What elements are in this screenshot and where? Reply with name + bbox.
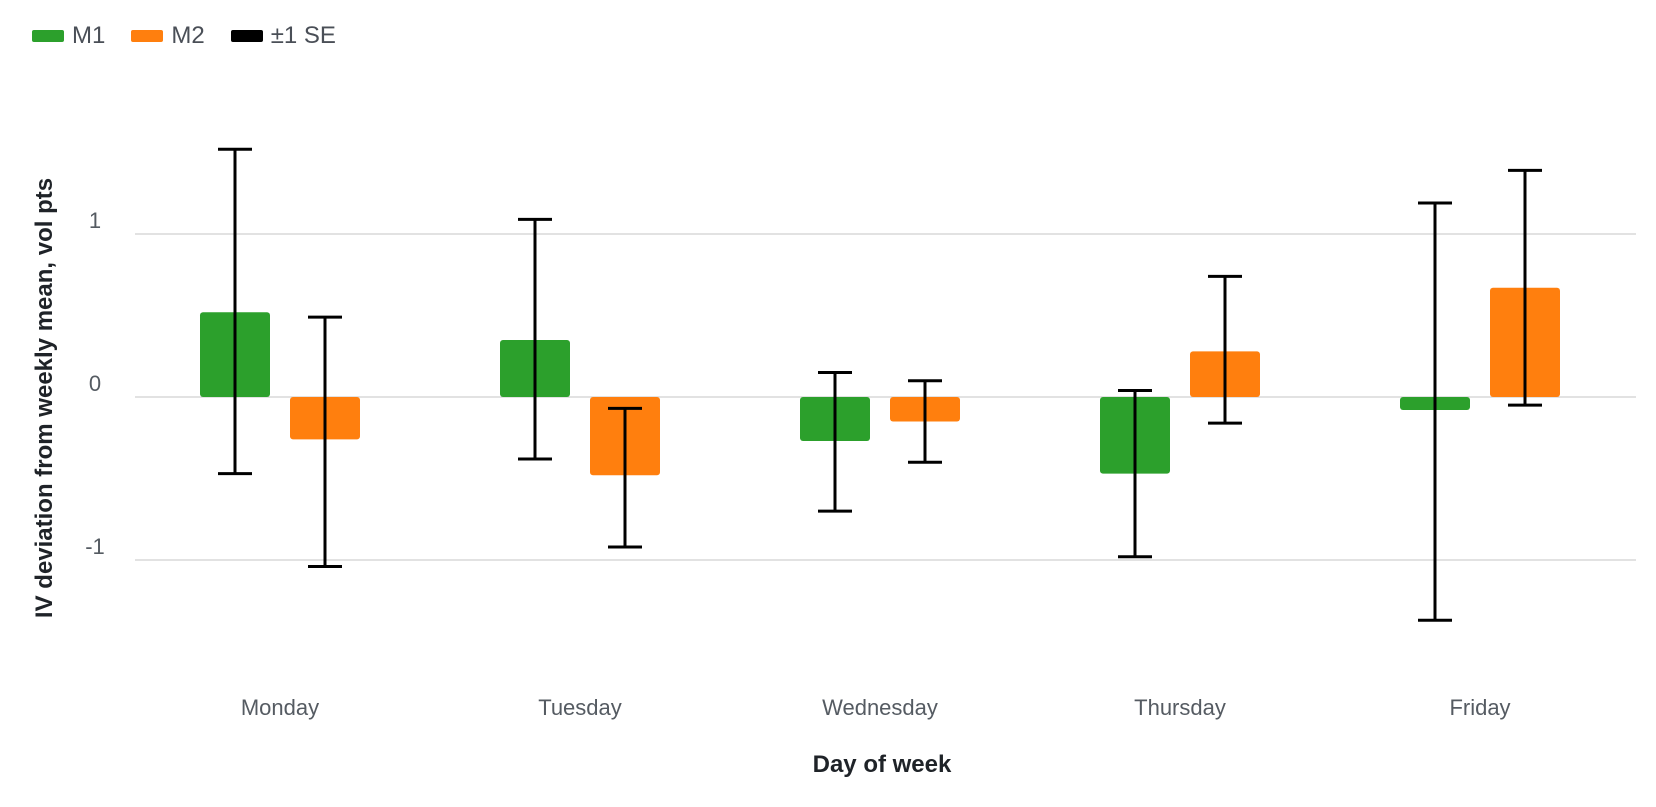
y-tick-labels: -1 0 1 bbox=[85, 208, 105, 559]
x-tick-label: Monday bbox=[241, 695, 319, 720]
y-tick-label: 1 bbox=[89, 208, 101, 233]
error-bar-m1-thursday bbox=[1118, 388, 1152, 559]
error-bar-m2-tuesday bbox=[608, 406, 642, 549]
x-tick-label: Thursday bbox=[1134, 695, 1226, 720]
error-bar-m2-wednesday bbox=[908, 379, 942, 464]
x-tick-label: Tuesday bbox=[538, 695, 622, 720]
legend-label-se: ±1 SE bbox=[270, 22, 336, 49]
legend-item-m2[interactable]: M2 bbox=[131, 22, 205, 50]
x-tick-label: Wednesday bbox=[822, 695, 938, 720]
x-tick-labels: Monday Tuesday Wednesday Thursday Friday bbox=[241, 695, 1511, 720]
bars bbox=[200, 287, 1560, 476]
error-bar-m2-monday bbox=[308, 315, 342, 569]
y-tick-label: -1 bbox=[85, 534, 105, 559]
y-tick-label: 0 bbox=[89, 371, 101, 396]
error-bars bbox=[218, 147, 1542, 622]
legend-swatch-m1 bbox=[32, 30, 64, 42]
legend-item-se[interactable]: ±1 SE bbox=[230, 22, 336, 50]
legend-swatch-m2 bbox=[131, 30, 164, 42]
x-axis-title: Day of week bbox=[813, 751, 952, 778]
x-tick-label: Friday bbox=[1449, 695, 1510, 720]
legend-item-m1[interactable]: M1 bbox=[32, 22, 105, 50]
error-bar-m1-tuesday bbox=[518, 217, 552, 461]
y-axis-title: IV deviation from weekly mean, vol pts bbox=[31, 178, 58, 618]
legend: M1 M2 ±1 SE bbox=[32, 22, 336, 50]
legend-label-m1: M1 bbox=[72, 22, 106, 49]
legend-label-m2: M2 bbox=[171, 22, 205, 49]
error-bar-m2-friday bbox=[1508, 168, 1542, 407]
error-bar-m1-friday bbox=[1418, 201, 1452, 622]
error-bar-m1-wednesday bbox=[818, 371, 852, 513]
error-bar-m1-monday bbox=[218, 147, 252, 476]
legend-swatch-se bbox=[230, 30, 263, 42]
gridlines bbox=[135, 233, 1636, 561]
error-bar-m2-thursday bbox=[1208, 274, 1242, 425]
